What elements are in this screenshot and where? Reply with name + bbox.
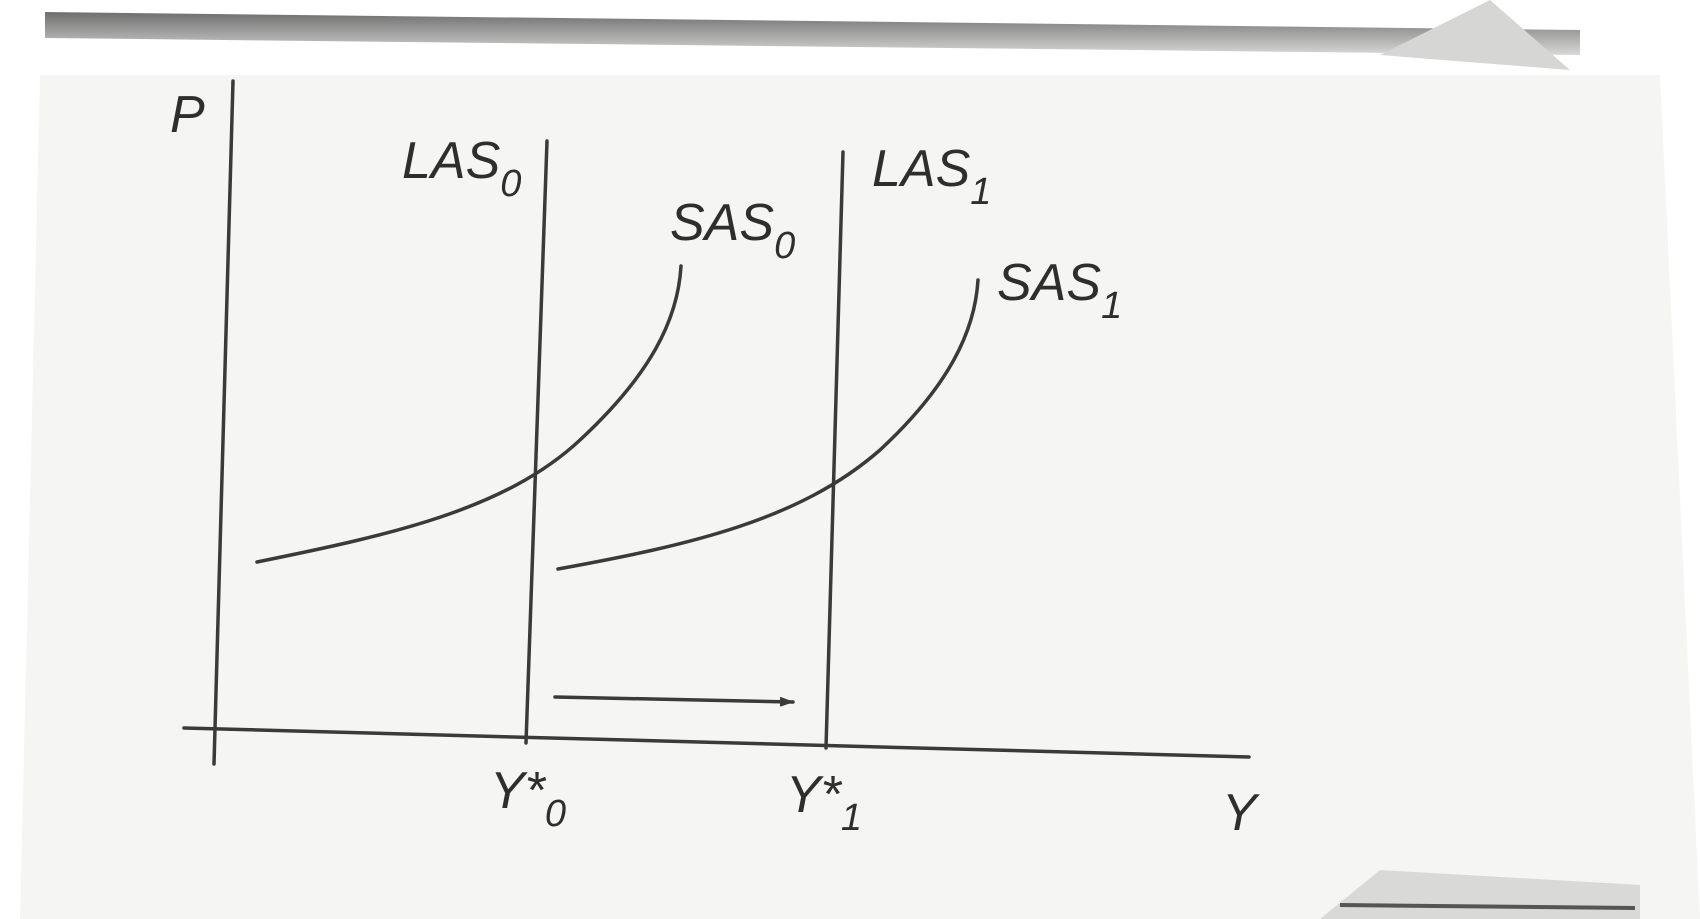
- curve-subscript: 0: [500, 163, 521, 205]
- curve-subscript: 1: [970, 171, 991, 213]
- curve-label: LAS0: [402, 132, 521, 205]
- curve-label: SAS1: [997, 254, 1122, 327]
- tick-base: Y*: [786, 766, 843, 824]
- tick-subscript: 1: [841, 797, 862, 839]
- tick-subscript: 0: [545, 793, 566, 835]
- y-axis-label: P: [170, 86, 205, 144]
- curve-name: LAS: [872, 140, 971, 198]
- tick-base: Y*: [490, 762, 547, 820]
- curve-label: LAS1: [872, 140, 991, 213]
- curve-subscript: 0: [774, 225, 795, 267]
- tick-label: Y*1: [786, 766, 862, 839]
- curve-subscript: 1: [1101, 285, 1122, 327]
- curve-name: SAS: [997, 254, 1101, 312]
- page: [20, 75, 1700, 919]
- shift-arrow: [553, 695, 795, 707]
- tick-label: Y*0: [490, 762, 566, 835]
- bottom-edge: [1339, 903, 1636, 910]
- las0-line: [524, 139, 549, 745]
- y-axis: [212, 79, 235, 766]
- x-axis-label: Y: [1222, 784, 1260, 842]
- curve-name: SAS: [670, 194, 774, 252]
- top-edge: [45, 12, 1580, 55]
- curve-label: SAS0: [670, 194, 795, 267]
- x-axis: [182, 726, 1251, 759]
- sas1-curve: [556, 278, 980, 571]
- corner-shadow: [1380, 0, 1570, 70]
- las1-line: [824, 150, 845, 750]
- curve-name: LAS: [402, 132, 501, 190]
- sas0-curve: [255, 264, 683, 564]
